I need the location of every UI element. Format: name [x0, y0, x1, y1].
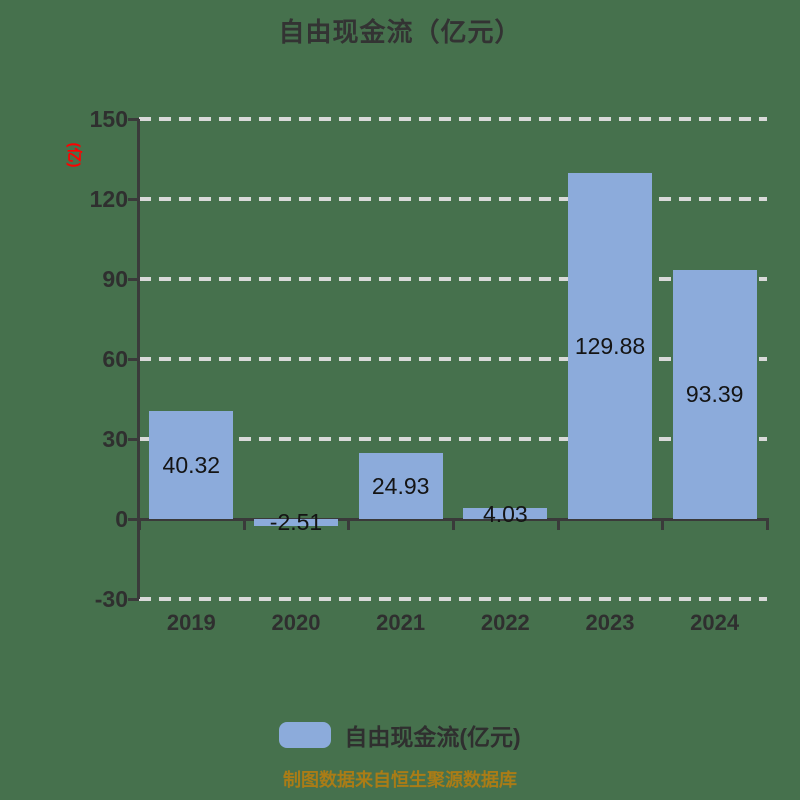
x-axis-tick	[661, 520, 665, 530]
legend-swatch-icon	[279, 722, 332, 748]
bar	[149, 411, 234, 519]
gridline	[139, 437, 767, 441]
y-axis-line	[137, 119, 140, 599]
bar	[672, 269, 757, 519]
y-tick-label: 90	[102, 266, 128, 292]
gridline	[139, 597, 767, 601]
y-tick-label: 0	[115, 506, 128, 532]
bar	[463, 508, 548, 519]
x-tick-label: 2022	[480, 610, 530, 635]
y-axis-tick	[128, 278, 139, 281]
legend: 自由现金流(亿元)	[0, 718, 800, 752]
bar-value-label: 24.93	[371, 472, 430, 499]
x-tick-label: 2023	[585, 610, 635, 635]
bar-value-label: -2.51	[269, 509, 323, 536]
gridline	[139, 197, 767, 201]
x-tick-label: 2019	[166, 610, 216, 635]
y-axis-tick	[128, 118, 139, 121]
bar-value-label: 129.88	[574, 332, 646, 359]
y-tick-label: 30	[102, 426, 128, 452]
bar-value-label: 4.03	[482, 500, 528, 527]
y-axis-tick	[128, 358, 139, 361]
legend-label: 自由现金流(亿元)	[344, 724, 521, 750]
y-tick-label: 120	[89, 186, 128, 212]
x-axis-tick	[452, 520, 455, 530]
y-axis-tick	[128, 518, 139, 521]
bar	[254, 519, 338, 526]
x-axis-line	[137, 518, 769, 521]
x-tick-label: 2024	[690, 610, 740, 635]
x-axis-tick	[766, 520, 769, 530]
y-axis-tick	[128, 598, 139, 601]
y-tick-label: -30	[94, 586, 128, 612]
y-axis-tick	[128, 198, 139, 201]
y-tick-label: 150	[89, 106, 128, 132]
x-axis-tick	[242, 520, 246, 530]
x-tick-label: 2021	[376, 610, 426, 635]
bar-value-label: 93.39	[685, 381, 744, 408]
bar-value-label: 40.32	[162, 452, 221, 479]
x-axis-tick	[138, 520, 141, 530]
gridline	[139, 117, 767, 121]
footer-source-note: 制图数据来自恒生聚源数据库	[283, 770, 517, 790]
y-tick-label: 60	[102, 346, 128, 372]
x-axis-tick	[347, 520, 351, 530]
bar	[358, 452, 443, 519]
x-tick-label: 2020	[271, 610, 321, 635]
y-axis-tick	[128, 438, 139, 441]
chart-title: 自由现金流（亿元）	[278, 17, 522, 47]
x-axis-tick	[556, 520, 560, 530]
gridline	[139, 277, 767, 281]
gridline	[139, 357, 767, 361]
bar	[568, 172, 652, 519]
